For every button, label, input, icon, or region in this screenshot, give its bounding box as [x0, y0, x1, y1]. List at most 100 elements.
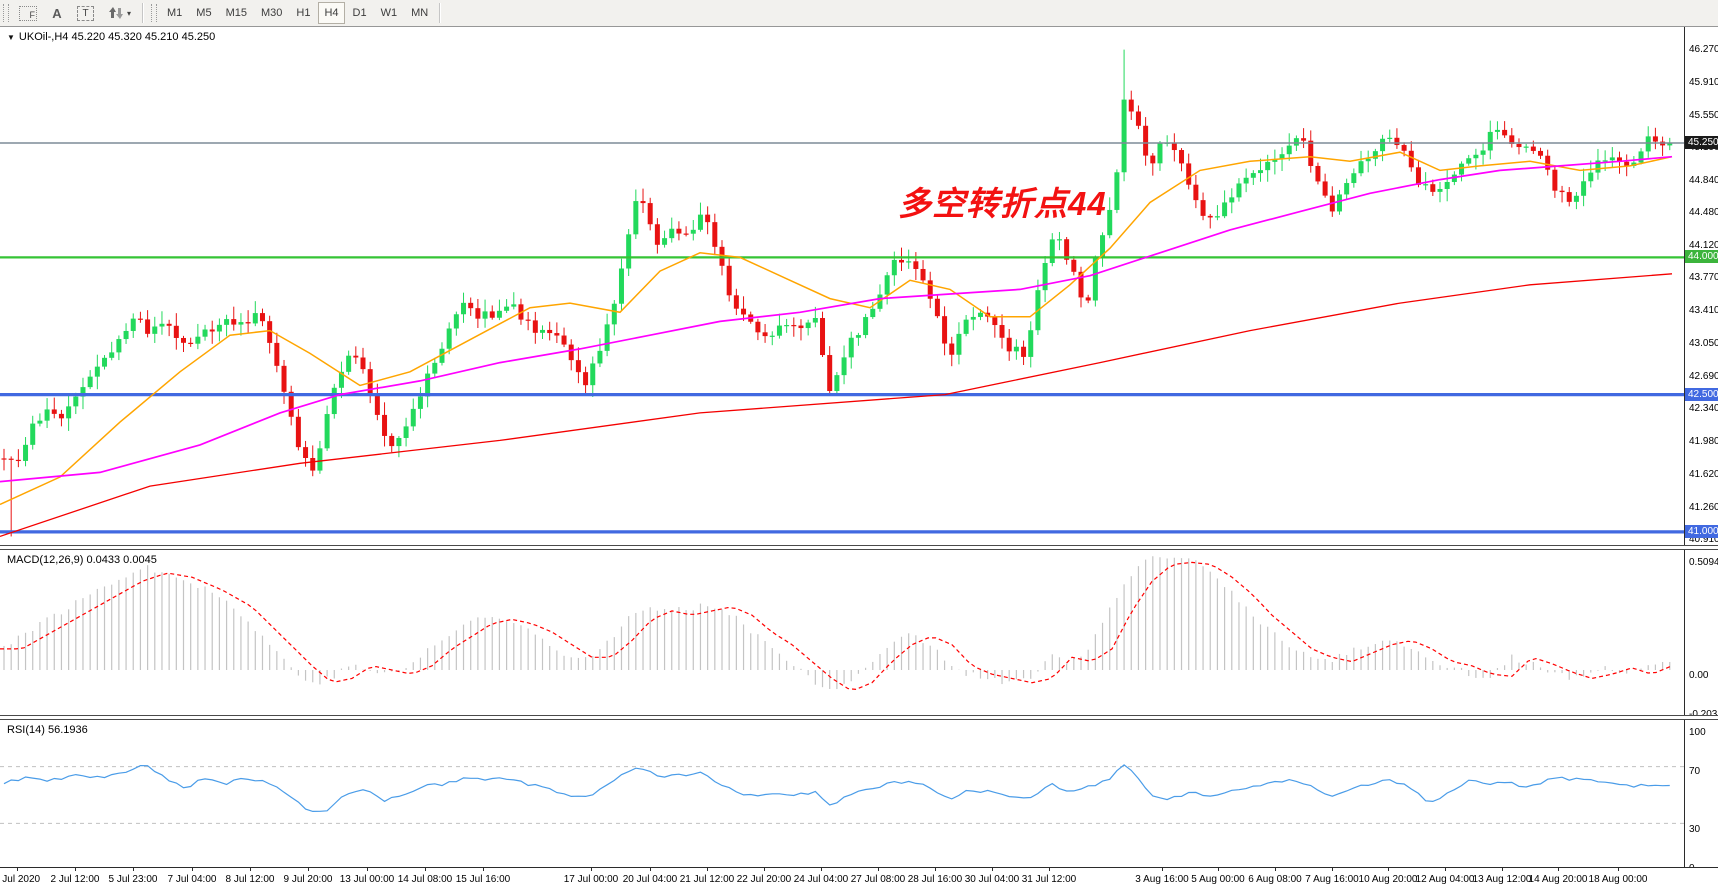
time-axis-tick-mark: [308, 868, 309, 871]
time-axis-tick-mark: [1558, 868, 1559, 871]
ma-mid-magenta: [0, 155, 1673, 483]
price-axis-tick: 44.480: [1689, 207, 1718, 219]
toolbar-separator: [142, 3, 145, 23]
price-axis-tick: 44.840: [1689, 174, 1718, 186]
timeframe-button-h4[interactable]: H4: [318, 2, 345, 24]
timeframe-button-d1[interactable]: D1: [347, 2, 373, 24]
dropdown-caret-icon[interactable]: ▾: [127, 8, 132, 18]
time-axis-label: 2 Jul 12:00: [50, 874, 100, 885]
macd-plot-area[interactable]: [0, 550, 1684, 715]
chart-annotation-text: 多空转折点44: [898, 185, 1107, 222]
ma-slow-red: [0, 273, 1673, 538]
price-axis-tick: 40.910: [1689, 534, 1718, 546]
price-axis-tick: 45.550: [1689, 109, 1718, 121]
chart-ohlc-readout: ▼ UKOil-,H4 45.220 45.320 45.210 45.250: [7, 31, 215, 43]
time-axis-label: 5 Aug 00:00: [1191, 874, 1245, 885]
time-axis-tick-mark: [591, 868, 592, 871]
arrows-icon: [109, 7, 123, 19]
text-icon: A: [52, 5, 62, 21]
macd-axis-tick: -0.2032: [1689, 709, 1718, 720]
timeframe-button-m5[interactable]: M5: [190, 2, 217, 24]
time-axis-label: 22 Jul 20:00: [736, 874, 792, 885]
drawing-tools-group: F A T ▾: [12, 0, 138, 26]
time-axis-tick-mark: [250, 868, 251, 871]
time-axis-label: 31 Jul 12:00: [1021, 874, 1077, 885]
time-axis-label: 20 Jul 04:00: [622, 874, 678, 885]
text-label-icon: T: [77, 5, 94, 21]
time-axis-tick-mark: [75, 868, 76, 871]
time-axis-label: 3 Aug 16:00: [1135, 874, 1189, 885]
toolbar: F A T ▾ M1 M5 M15 M30 H1 H4 D1 W1 MN: [0, 0, 1718, 27]
timeframe-button-w1[interactable]: W1: [375, 2, 404, 24]
time-axis-label: 5 Jul 23:00: [108, 874, 158, 885]
timeframe-button-m1[interactable]: M1: [161, 2, 188, 24]
time-axis-tick-mark: [1618, 868, 1619, 871]
price-plot-area[interactable]: [0, 27, 1684, 545]
timeframe-button-h1[interactable]: H1: [290, 2, 316, 24]
macd-axis-tick: 0.00: [1689, 670, 1709, 681]
time-axis-tick-mark: [192, 868, 193, 871]
rsi-plot-area[interactable]: [0, 720, 1684, 867]
price-axis-tick: 43.410: [1689, 305, 1718, 317]
rsi-axis-tick: 100: [1689, 727, 1706, 738]
time-axis-tick-mark: [1388, 868, 1389, 871]
macd-axis: 0.5094 0.00 -0.2032: [1684, 550, 1718, 720]
price-badge-45.250: 45.250: [1685, 136, 1718, 149]
price-axis-tick: 41.620: [1689, 469, 1718, 481]
text-label-tool-button[interactable]: T: [71, 2, 100, 24]
time-axis-tick-mark: [1162, 868, 1163, 871]
fibonacci-icon: F: [19, 5, 37, 21]
panel-divider[interactable]: [0, 715, 1718, 720]
time-axis-label: 9 Jul 20:00: [283, 874, 333, 885]
text-tool-button[interactable]: A: [45, 2, 69, 24]
time-axis-label: 1 Jul 2020: [0, 874, 41, 885]
time-axis-tick-mark: [1275, 868, 1276, 871]
timeframe-button-m15[interactable]: M15: [220, 2, 253, 24]
timeframe-button-m30[interactable]: M30: [255, 2, 288, 24]
price-axis-tick: 42.340: [1689, 403, 1718, 415]
macd-axis-tick: 0.5094: [1689, 557, 1718, 568]
time-axis-tick-mark: [650, 868, 651, 871]
time-axis-tick-mark: [1332, 868, 1333, 871]
time-axis-tick-mark: [1445, 868, 1446, 871]
time-axis-label: 10 Aug 20:00: [1358, 874, 1418, 885]
price-chart-panel: ▼ UKOil-,H4 45.220 45.320 45.210 45.250 …: [0, 27, 1718, 545]
time-axis-tick-mark: [707, 868, 708, 871]
toolbar-drag-handle[interactable]: [151, 4, 158, 22]
time-axis-tick-mark: [483, 868, 484, 871]
price-axis-tick: 46.270: [1689, 43, 1718, 55]
toolbar-separator: [439, 3, 442, 23]
time-axis-label: 30 Jul 04:00: [964, 874, 1020, 885]
price-axis-tick: 42.690: [1689, 371, 1718, 383]
time-axis-tick-mark: [1502, 868, 1503, 871]
time-axis-label: 17 Jul 00:00: [563, 874, 619, 885]
time-axis: 1 Jul 2020 2 Jul 12:00 5 Jul 23:00 7 Jul 04…: [0, 867, 1718, 892]
price-axis: 46.27045.91045.55045.19044.84044.48044.1…: [1684, 27, 1718, 545]
time-axis-tick-mark: [764, 868, 765, 871]
time-axis-label: 7 Jul 04:00: [167, 874, 217, 885]
collapse-triangle-icon[interactable]: ▼: [7, 32, 15, 42]
time-axis-label: 18 Aug 00:00: [1588, 874, 1648, 885]
price-axis-tick: 41.980: [1689, 436, 1718, 448]
time-axis-label: 14 Jul 08:00: [397, 874, 453, 885]
panel-divider[interactable]: [0, 545, 1718, 550]
macd-signal-line: [0, 561, 1673, 691]
price-axis-tick: 45.910: [1689, 76, 1718, 88]
rsi-axis: 10070300: [1684, 720, 1718, 874]
price-badge-41.000: 41.000: [1685, 524, 1718, 538]
ma-fast-orange: [0, 151, 1673, 506]
time-axis-tick-mark: [935, 868, 936, 871]
time-axis-label: 14 Aug 20:00: [1528, 874, 1588, 885]
rsi-axis-tick: 30: [1689, 824, 1701, 835]
arrows-tool-button[interactable]: ▾: [102, 2, 137, 24]
time-axis-tick-mark: [992, 868, 993, 871]
toolbar-drag-handle[interactable]: [3, 4, 9, 22]
timeframe-button-mn[interactable]: MN: [405, 2, 434, 24]
rsi-label: RSI(14) 56.1936: [7, 724, 88, 736]
fibonacci-tool-button[interactable]: F: [13, 2, 43, 24]
time-axis-label: 24 Jul 04:00: [793, 874, 849, 885]
price-axis-tick: 43.770: [1689, 272, 1718, 284]
time-axis-label: 8 Jul 12:00: [225, 874, 275, 885]
price-axis-tick: 44.120: [1689, 240, 1718, 252]
time-axis-label: 7 Aug 16:00: [1305, 874, 1359, 885]
